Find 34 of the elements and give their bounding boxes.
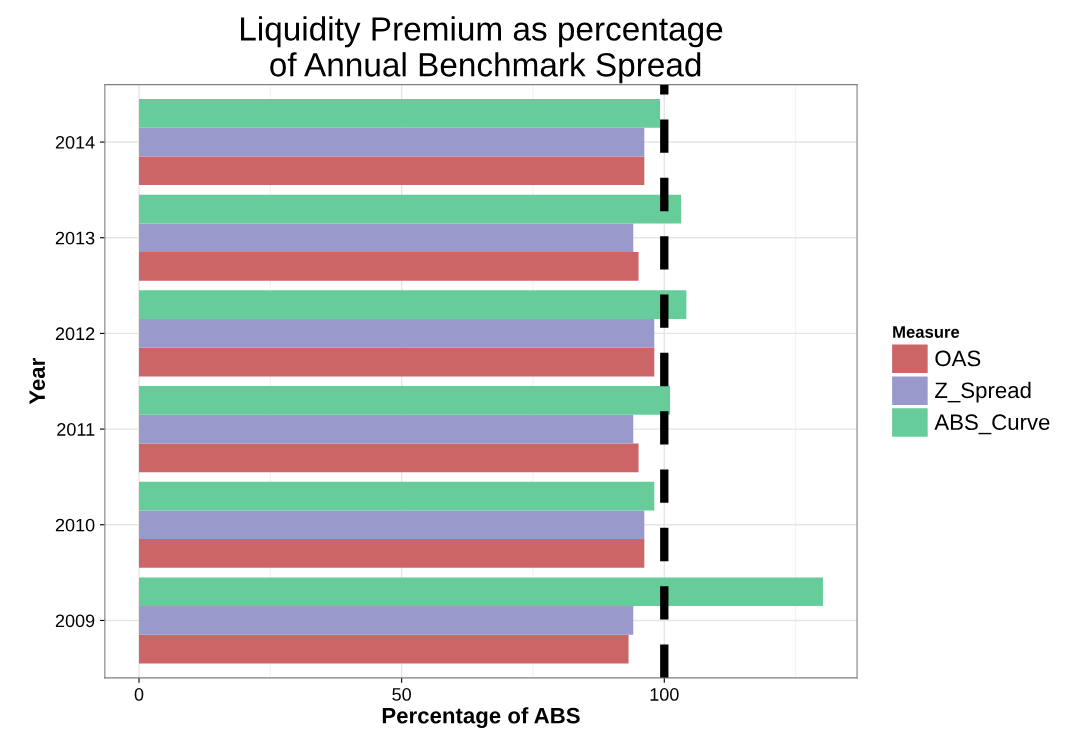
- x-tick-label: 0: [134, 688, 144, 701]
- bar: [139, 481, 655, 511]
- legend-label: Z_Spread: [935, 381, 1031, 403]
- bar: [139, 319, 655, 348]
- bar: [139, 443, 639, 473]
- y-tick-label: 2011: [57, 423, 95, 436]
- bar: [139, 347, 655, 377]
- x-axis-title: Percentage of ABS: [382, 707, 580, 728]
- bar: [139, 386, 671, 415]
- y-tick-label: 2009: [55, 614, 95, 628]
- legend-label: OAS: [935, 350, 981, 367]
- bar: [139, 290, 687, 320]
- legend-title: Measure: [893, 326, 960, 338]
- bar: [139, 634, 629, 664]
- bar: [139, 510, 645, 540]
- bar: [139, 606, 634, 635]
- y-tick-label: 2010: [55, 518, 95, 532]
- bar: [139, 577, 823, 607]
- legend-label: ABS_Curve: [934, 414, 1050, 435]
- y-tick-label: 2014: [55, 135, 95, 149]
- x-tick-label: 50: [392, 688, 411, 701]
- bar: [139, 223, 634, 253]
- y-tick-label: 2013: [55, 231, 95, 245]
- bar: [139, 98, 661, 128]
- bar: [139, 127, 645, 157]
- y-tick-label: 2012: [55, 327, 95, 341]
- x-tick-label: 100: [650, 688, 679, 701]
- chart-title: Liquidity Premium as percentage of Annual Benchmark Spread: [241, 16, 723, 84]
- y-axis-title: Year: [29, 358, 46, 405]
- bar: [139, 156, 645, 186]
- bar: [139, 194, 682, 224]
- bar: [139, 252, 639, 281]
- bar: [139, 414, 634, 444]
- bar: [139, 539, 645, 568]
